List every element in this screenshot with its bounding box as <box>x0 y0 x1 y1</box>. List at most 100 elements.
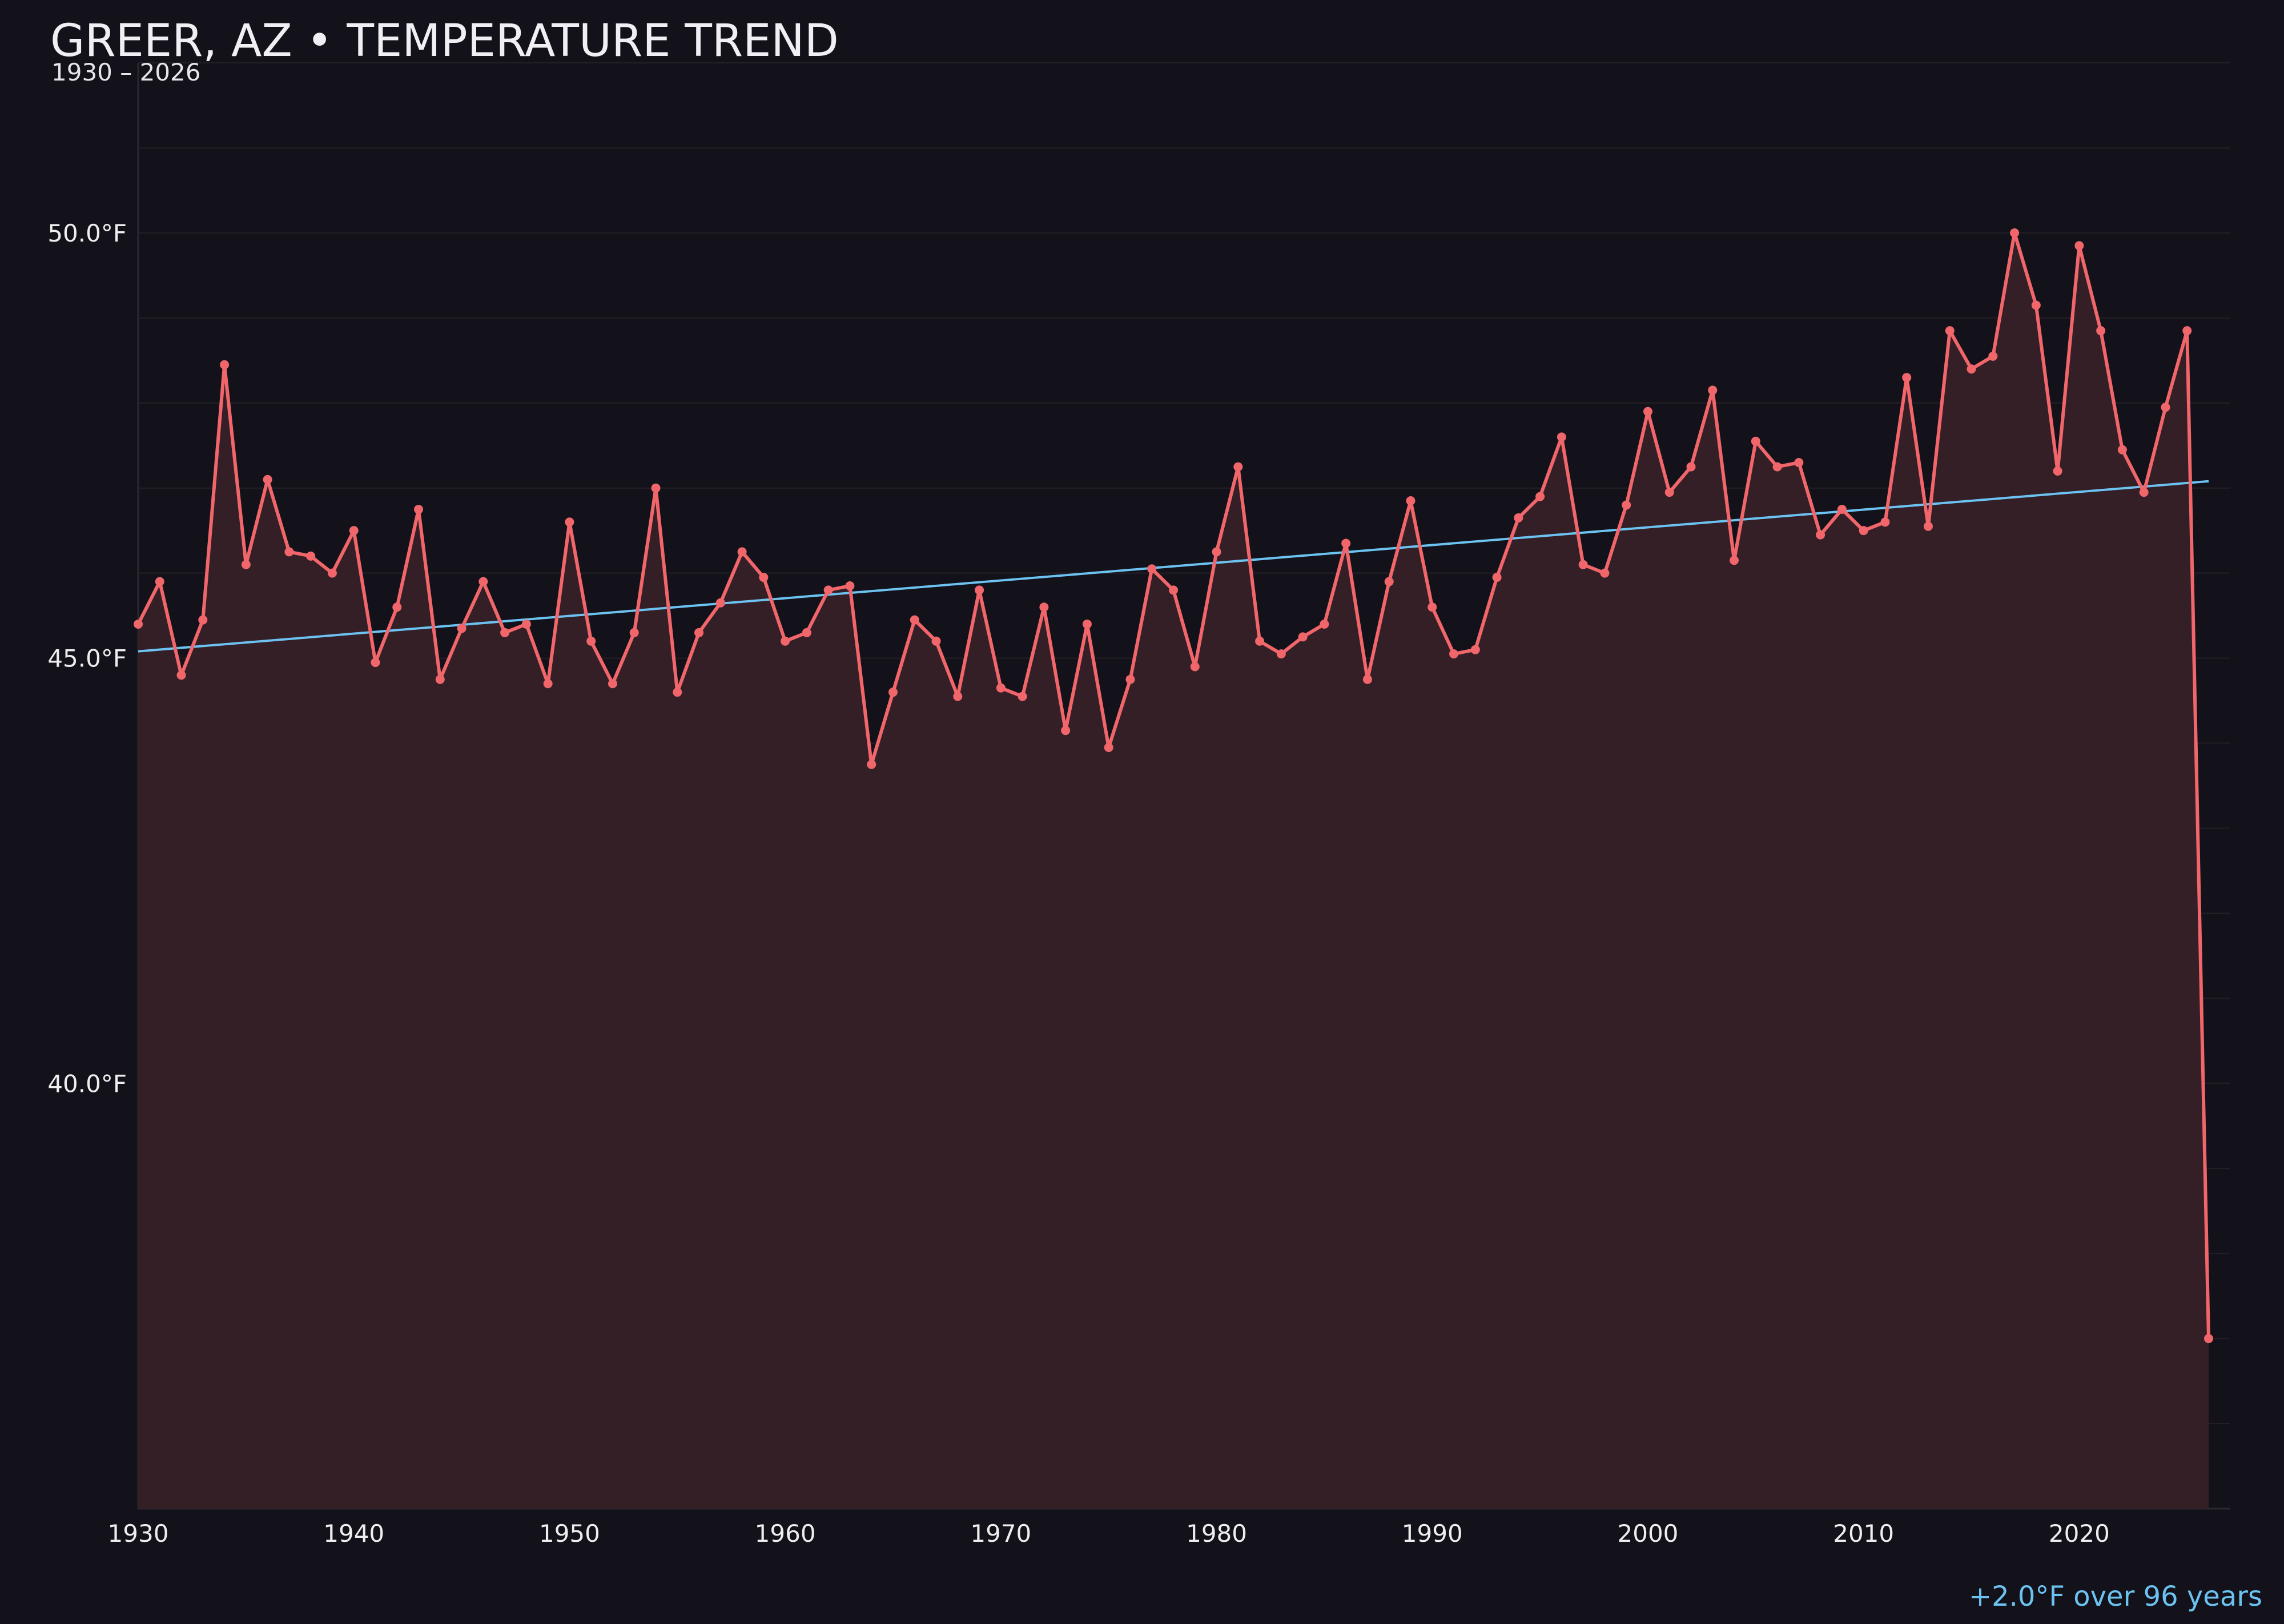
data-point-1935 <box>241 560 251 569</box>
data-point-1941 <box>371 658 380 668</box>
data-point-1939 <box>327 568 337 578</box>
data-point-1977 <box>1147 564 1157 574</box>
data-point-1997 <box>1578 560 1588 569</box>
data-point-2012 <box>1902 373 1912 383</box>
data-point-1987 <box>1362 674 1372 684</box>
x-tick-label: 2010 <box>1833 1520 1894 1547</box>
data-point-1993 <box>1492 573 1502 582</box>
data-point-1963 <box>845 581 855 590</box>
y-tick-label: 50.0°F <box>47 219 127 247</box>
data-point-2005 <box>1751 436 1760 446</box>
data-point-1985 <box>1320 620 1329 629</box>
y-tick-label: 40.0°F <box>47 1070 127 1098</box>
x-tick-labels: 1930 1940 1950 1960 1970 1980 1990 2000 2010 2020 <box>108 1520 2110 1547</box>
data-point-1968 <box>953 692 963 701</box>
data-point-1966 <box>910 615 919 625</box>
data-point-2025 <box>2182 326 2192 336</box>
data-point-1964 <box>867 759 876 769</box>
data-point-1983 <box>1276 649 1286 659</box>
data-point-1949 <box>543 679 553 689</box>
data-point-1991 <box>1449 649 1459 659</box>
data-point-1989 <box>1406 496 1416 506</box>
data-point-1944 <box>435 674 445 684</box>
chart-title: GREER, AZ • TEMPERATURE TREND <box>50 15 839 67</box>
data-point-1990 <box>1427 602 1437 612</box>
chart-subtitle: 1930 – 2026 <box>51 58 200 86</box>
data-point-1938 <box>306 551 316 561</box>
data-point-2007 <box>1794 458 1804 468</box>
data-point-2024 <box>2161 403 2170 412</box>
data-point-1942 <box>392 602 402 612</box>
data-point-1959 <box>759 573 769 582</box>
data-point-1972 <box>1039 602 1049 612</box>
data-point-1947 <box>500 628 510 637</box>
data-point-1934 <box>220 360 230 369</box>
data-point-1984 <box>1298 632 1308 642</box>
x-tick-label: 1930 <box>108 1520 169 1547</box>
data-point-1931 <box>155 577 164 586</box>
data-point-1962 <box>823 585 833 595</box>
data-point-2002 <box>1686 462 1696 472</box>
data-point-1999 <box>1622 500 1631 510</box>
data-point-1965 <box>888 688 898 697</box>
data-point-2000 <box>1643 407 1652 416</box>
y-tick-labels: 40.0°F 45.0°F 50.0°F <box>47 219 127 1098</box>
trend-line <box>138 480 2209 653</box>
data-point-2009 <box>1837 504 1847 514</box>
data-point-2022 <box>2117 445 2127 455</box>
data-point-1952 <box>608 679 617 689</box>
x-tick-label: 1960 <box>755 1520 816 1547</box>
data-point-1986 <box>1341 538 1351 548</box>
data-point-1975 <box>1104 742 1113 752</box>
data-point-1950 <box>565 517 574 527</box>
data-point-2026 <box>2204 1334 2213 1344</box>
data-point-1979 <box>1190 662 1200 672</box>
data-point-1955 <box>673 688 682 697</box>
x-tick-label: 1970 <box>970 1520 1031 1547</box>
data-point-2006 <box>1772 462 1782 472</box>
data-point-1930 <box>134 620 143 629</box>
data-point-1967 <box>931 636 941 646</box>
data-point-2010 <box>1859 526 1868 536</box>
trend-line-group <box>138 480 2209 653</box>
data-point-2003 <box>1708 385 1718 395</box>
x-tick-label: 2000 <box>1618 1520 1679 1547</box>
data-point-2015 <box>1967 364 1976 374</box>
data-point-1981 <box>1233 462 1243 472</box>
data-point-1958 <box>737 547 747 557</box>
data-point-1976 <box>1125 674 1135 684</box>
data-point-2021 <box>2096 326 2106 336</box>
data-point-1933 <box>198 615 208 625</box>
data-point-1988 <box>1384 577 1394 586</box>
data-point-1943 <box>414 504 424 514</box>
data-point-1971 <box>1018 692 1027 701</box>
data-point-2013 <box>1923 521 1933 531</box>
data-point-2001 <box>1664 488 1674 497</box>
data-point-1996 <box>1557 432 1566 442</box>
data-point-1940 <box>349 526 359 536</box>
data-point-2023 <box>2139 488 2149 497</box>
x-tick-label: 1990 <box>1402 1520 1463 1547</box>
data-point-1994 <box>1514 513 1523 522</box>
data-point-2004 <box>1730 556 1739 565</box>
data-point-1998 <box>1600 568 1610 578</box>
data-point-1995 <box>1535 492 1545 501</box>
data-point-1956 <box>694 628 704 637</box>
x-tick-label: 1940 <box>323 1520 384 1547</box>
data-point-1953 <box>629 628 639 637</box>
data-point-1969 <box>975 585 984 595</box>
data-point-1978 <box>1169 585 1178 595</box>
data-point-2018 <box>2031 300 2041 310</box>
data-points <box>134 228 2213 1344</box>
data-point-1948 <box>521 620 531 629</box>
data-point-1974 <box>1082 620 1092 629</box>
data-point-1951 <box>586 636 596 646</box>
data-point-2020 <box>2074 241 2084 251</box>
data-point-1980 <box>1212 547 1221 557</box>
data-point-2011 <box>1880 517 1890 527</box>
data-point-1946 <box>478 577 488 586</box>
x-tick-label: 2020 <box>2049 1520 2110 1547</box>
data-point-2016 <box>1988 351 1998 361</box>
data-point-1937 <box>284 547 294 557</box>
